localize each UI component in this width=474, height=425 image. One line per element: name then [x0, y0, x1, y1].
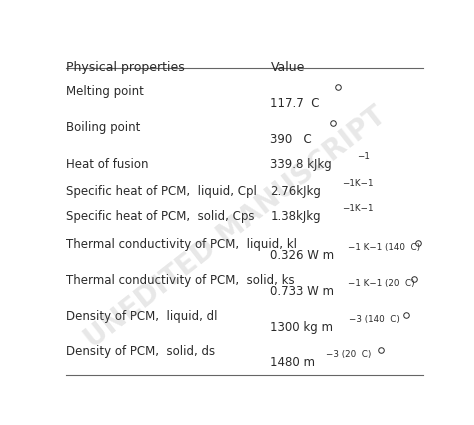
Text: Boiling point: Boiling point: [66, 122, 140, 134]
Text: Specific heat of PCM,  solid, Cps: Specific heat of PCM, solid, Cps: [66, 210, 255, 224]
Text: −3 (140  C): −3 (140 C): [349, 315, 400, 324]
Text: Thermal conductivity of PCM,  liquid, kl: Thermal conductivity of PCM, liquid, kl: [66, 238, 297, 250]
Text: 0.326 W m: 0.326 W m: [271, 249, 335, 262]
Text: 117.7  C: 117.7 C: [271, 97, 320, 110]
Text: UNEDITED MANUSCRIPT: UNEDITED MANUSCRIPT: [80, 102, 392, 354]
Text: 1480 m: 1480 m: [271, 356, 316, 369]
Text: −1: −1: [357, 153, 370, 162]
Text: −1 K−1 (20  C): −1 K−1 (20 C): [347, 279, 414, 288]
Text: −3 (20  C): −3 (20 C): [326, 350, 371, 359]
Text: 1300 kg m: 1300 kg m: [271, 321, 334, 334]
Text: 390   C: 390 C: [271, 133, 312, 146]
Text: −1 K−1 (140  C): −1 K−1 (140 C): [347, 243, 420, 252]
Text: Physical properties: Physical properties: [66, 61, 184, 74]
Text: Density of PCM,  liquid, dl: Density of PCM, liquid, dl: [66, 309, 218, 323]
Text: −1K−1: −1K−1: [343, 178, 374, 187]
Text: Melting point: Melting point: [66, 85, 144, 98]
Text: 0.733 W m: 0.733 W m: [271, 285, 335, 298]
Text: 2.76kJkg: 2.76kJkg: [271, 184, 321, 198]
Text: Thermal conductivity of PCM,  solid, ks: Thermal conductivity of PCM, solid, ks: [66, 274, 294, 286]
Text: Value: Value: [271, 61, 305, 74]
Text: Heat of fusion: Heat of fusion: [66, 159, 148, 171]
Text: Specific heat of PCM,  liquid, Cpl: Specific heat of PCM, liquid, Cpl: [66, 184, 257, 198]
Text: 339.8 kJkg: 339.8 kJkg: [271, 159, 332, 171]
Text: −1K−1: −1K−1: [343, 204, 374, 213]
Text: 1.38kJkg: 1.38kJkg: [271, 210, 321, 224]
Text: Density of PCM,  solid, ds: Density of PCM, solid, ds: [66, 345, 215, 357]
